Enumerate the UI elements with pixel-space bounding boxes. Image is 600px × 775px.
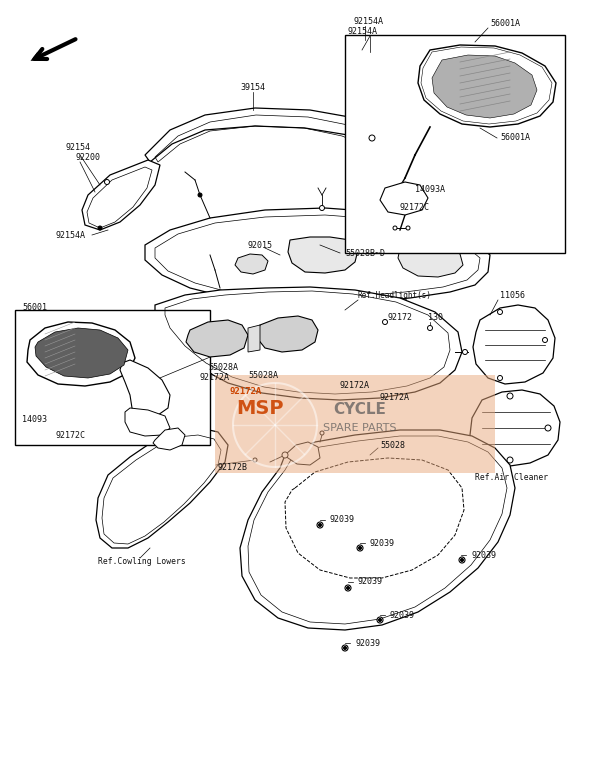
Text: MSP: MSP	[236, 398, 284, 418]
Text: 55028A: 55028A	[208, 363, 238, 373]
Text: 92172: 92172	[388, 314, 413, 322]
Circle shape	[98, 226, 102, 230]
Polygon shape	[240, 430, 515, 630]
Text: 92200: 92200	[75, 153, 100, 163]
Circle shape	[461, 559, 464, 562]
Circle shape	[359, 546, 361, 549]
Polygon shape	[186, 320, 248, 357]
Text: 55028B~D: 55028B~D	[345, 249, 385, 257]
Polygon shape	[432, 55, 537, 118]
Text: 11056: 11056	[500, 291, 525, 299]
Text: 92172A: 92172A	[380, 394, 410, 402]
Circle shape	[545, 425, 551, 431]
Circle shape	[343, 646, 347, 649]
Circle shape	[357, 545, 363, 551]
Text: 92172B: 92172B	[218, 463, 248, 473]
Polygon shape	[288, 237, 358, 273]
Circle shape	[319, 523, 322, 526]
Text: 92172A: 92172A	[340, 381, 370, 390]
Polygon shape	[145, 208, 490, 305]
Polygon shape	[380, 182, 428, 215]
Circle shape	[377, 617, 383, 623]
Text: 92172A: 92172A	[230, 388, 262, 397]
Polygon shape	[153, 428, 185, 450]
Circle shape	[379, 618, 382, 622]
Polygon shape	[257, 316, 318, 352]
Circle shape	[320, 431, 324, 435]
Polygon shape	[96, 428, 228, 548]
Polygon shape	[470, 390, 560, 466]
Circle shape	[542, 337, 548, 343]
Text: CYCLE: CYCLE	[334, 402, 386, 418]
Polygon shape	[155, 287, 462, 400]
Circle shape	[459, 557, 465, 563]
Bar	[215, 375, 495, 473]
Text: 92039: 92039	[355, 639, 380, 647]
Circle shape	[463, 350, 467, 354]
Bar	[345, 35, 565, 253]
Bar	[15, 310, 210, 445]
Polygon shape	[82, 160, 160, 230]
Text: 14093: 14093	[22, 415, 47, 425]
Text: 92015: 92015	[248, 240, 273, 250]
Circle shape	[383, 319, 388, 325]
Text: 130: 130	[428, 314, 443, 322]
Polygon shape	[418, 45, 556, 127]
Circle shape	[497, 376, 503, 381]
Text: 92039: 92039	[370, 539, 395, 547]
Text: 14093A: 14093A	[415, 185, 445, 195]
Polygon shape	[27, 322, 135, 386]
Circle shape	[507, 393, 513, 399]
Text: 92154: 92154	[65, 143, 90, 153]
Circle shape	[253, 458, 257, 462]
Polygon shape	[120, 360, 170, 418]
Circle shape	[393, 226, 397, 230]
Text: 55028A: 55028A	[248, 370, 278, 380]
Polygon shape	[145, 108, 408, 162]
Circle shape	[317, 522, 323, 528]
Text: 56001A: 56001A	[490, 19, 520, 27]
Text: 39154: 39154	[241, 82, 265, 91]
Text: 92039: 92039	[330, 515, 355, 525]
Text: 55028: 55028	[380, 440, 405, 450]
Text: 92172C: 92172C	[55, 430, 85, 439]
Polygon shape	[248, 325, 260, 352]
Circle shape	[497, 309, 503, 315]
Text: SPARE PARTS: SPARE PARTS	[323, 423, 397, 433]
Polygon shape	[473, 305, 555, 384]
Text: 92154A: 92154A	[55, 230, 85, 239]
Text: 92154A: 92154A	[354, 18, 384, 26]
Circle shape	[345, 585, 351, 591]
Polygon shape	[285, 442, 320, 465]
Text: 92172A: 92172A	[200, 374, 230, 383]
Circle shape	[427, 326, 433, 330]
Text: 56001: 56001	[22, 304, 47, 312]
Text: 92039: 92039	[471, 550, 496, 560]
Text: Ref.Cowling Lowers: Ref.Cowling Lowers	[98, 557, 186, 567]
Circle shape	[198, 193, 202, 197]
Polygon shape	[125, 408, 170, 436]
Polygon shape	[235, 254, 268, 274]
Circle shape	[282, 452, 288, 458]
Polygon shape	[35, 328, 128, 378]
Circle shape	[347, 587, 349, 590]
Polygon shape	[398, 244, 463, 277]
Text: 56001A: 56001A	[500, 133, 530, 143]
Text: Ref.Air Cleaner: Ref.Air Cleaner	[475, 474, 548, 483]
Text: 92039: 92039	[390, 611, 415, 619]
Circle shape	[369, 135, 375, 141]
Circle shape	[406, 226, 410, 230]
Text: 92039: 92039	[358, 577, 383, 587]
Circle shape	[507, 457, 513, 463]
Text: 92154A: 92154A	[348, 27, 378, 36]
Circle shape	[320, 205, 325, 211]
Circle shape	[104, 180, 110, 184]
Text: 92172C: 92172C	[400, 204, 430, 212]
Circle shape	[342, 645, 348, 651]
Text: Ref.Headlight(s): Ref.Headlight(s)	[358, 291, 432, 299]
